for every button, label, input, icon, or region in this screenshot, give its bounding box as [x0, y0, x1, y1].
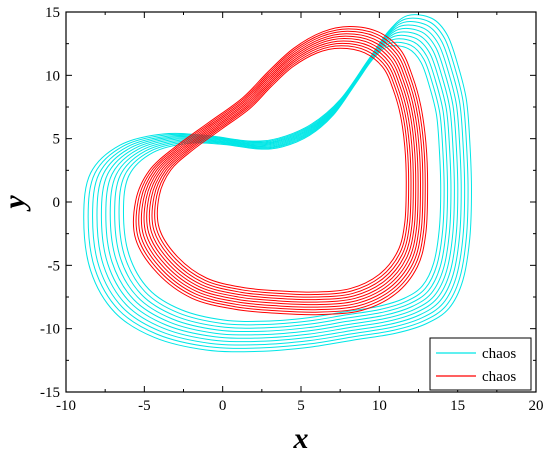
- plot-area: [83, 14, 472, 353]
- x-tick-label: 0: [219, 398, 227, 414]
- series-strand: [143, 35, 419, 306]
- series-strand: [132, 25, 429, 316]
- x-tick-label: 5: [297, 398, 305, 414]
- x-tick-label: 15: [450, 398, 465, 414]
- series-strand: [96, 24, 462, 343]
- series-strand: [122, 45, 442, 322]
- y-tick-label: 15: [45, 5, 60, 21]
- y-axis-label: y: [0, 195, 31, 212]
- series-strand: [151, 42, 412, 298]
- y-tick-label: 5: [53, 132, 61, 148]
- y-tick-label: -10: [40, 322, 60, 338]
- series-strand: [135, 28, 426, 313]
- series-strand: [114, 38, 449, 329]
- y-tick-label: -5: [48, 258, 61, 274]
- legend: chaos chaos: [429, 337, 532, 391]
- y-tick-label: 10: [45, 68, 60, 84]
- series-cyan-attractor: [83, 14, 472, 353]
- x-tick-label: 20: [529, 398, 544, 414]
- series-strand: [156, 47, 407, 293]
- legend-label-red: chaos: [482, 369, 516, 385]
- series-strand: [109, 34, 452, 333]
- legend-box: [429, 337, 532, 391]
- series-strand: [148, 40, 414, 301]
- x-axis-label: x: [293, 422, 309, 455]
- series-strand: [83, 14, 472, 353]
- x-tick-label: -10: [56, 398, 76, 414]
- series-red-attractor: [132, 25, 429, 316]
- series-strand: [138, 30, 424, 311]
- y-tick-label: 0: [53, 195, 61, 211]
- series-strand: [118, 41, 445, 326]
- series-strand: [105, 31, 455, 336]
- series-strand: [92, 21, 466, 346]
- series-strand: [100, 27, 459, 339]
- series-strand: [154, 45, 410, 296]
- y-tick-label: -15: [40, 385, 60, 401]
- series-strand: [87, 17, 469, 349]
- series-strand: [146, 38, 417, 303]
- x-tick-label: -5: [138, 398, 151, 414]
- legend-label-cyan: chaos: [482, 346, 516, 362]
- series-strand: [140, 33, 421, 308]
- x-tick-label: 10: [372, 398, 387, 414]
